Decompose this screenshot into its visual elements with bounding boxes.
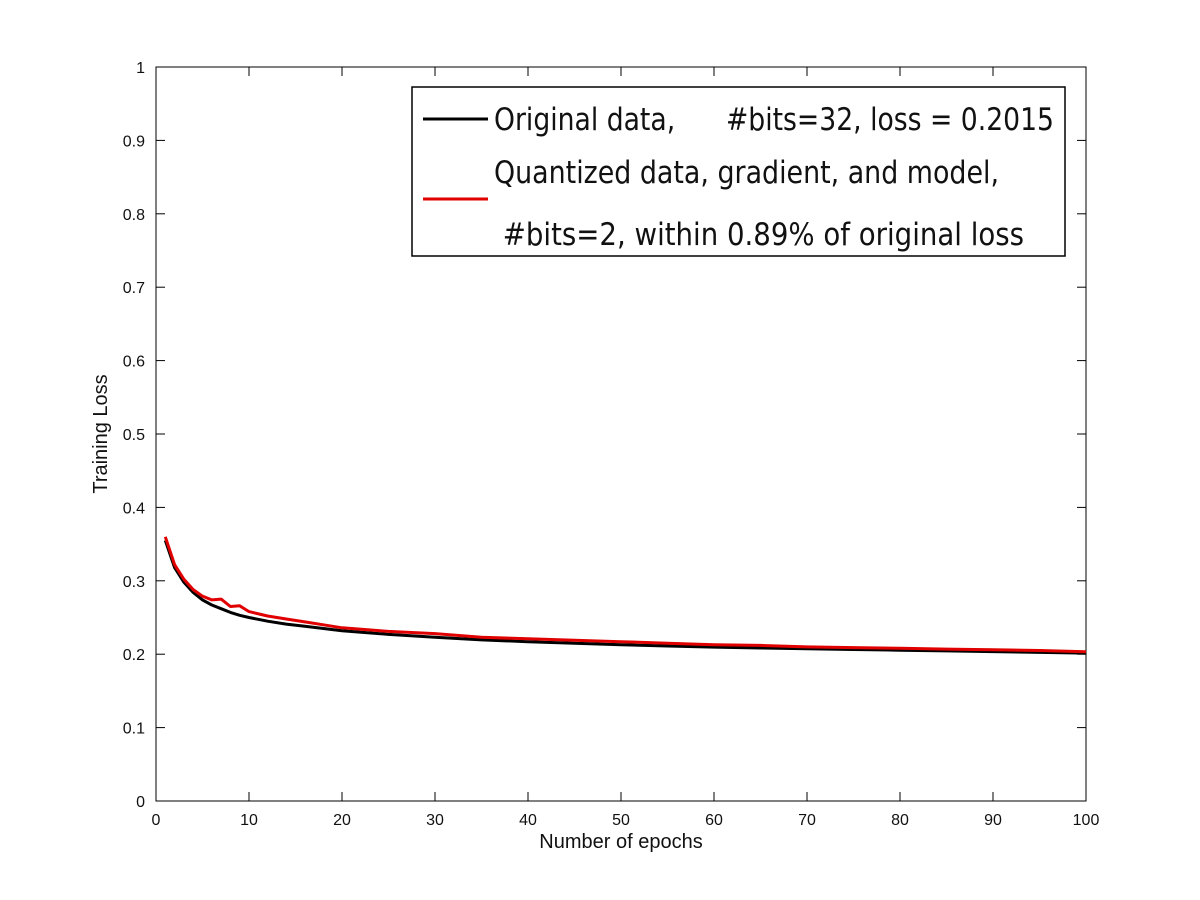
y-tick-label: 0.6 <box>123 354 145 371</box>
legend-label-1: #bits=2, within 0.89% of original loss <box>494 217 1024 253</box>
legend-label-1: Quantized data, gradient, and model, <box>494 155 999 191</box>
x-tick-label: 100 <box>1073 812 1100 829</box>
x-tick-label: 20 <box>333 812 351 829</box>
x-tick-label: 70 <box>798 812 816 829</box>
x-tick-label: 40 <box>519 812 537 829</box>
y-tick-label: 0 <box>136 794 145 811</box>
series-line-0 <box>163 539 1087 655</box>
y-tick-label: 0.9 <box>123 133 145 150</box>
x-tick-label: 80 <box>891 812 909 829</box>
y-tick-label: 0.7 <box>123 280 145 297</box>
legend-label-0: Original data, #bits=32, loss = 0.2015 <box>494 102 1054 138</box>
x-tick-label: 30 <box>426 812 444 829</box>
x-tick-label: 50 <box>612 812 630 829</box>
x-tick-label: 10 <box>240 812 258 829</box>
y-axis-title: Training Loss <box>90 374 112 493</box>
x-tick-label: 90 <box>984 812 1002 829</box>
x-tick-label: 60 <box>705 812 723 829</box>
series-lines <box>163 536 1087 655</box>
y-tick-label: 0.8 <box>123 207 145 224</box>
y-tick-label: 0.4 <box>123 500 145 517</box>
y-tick-label: 1 <box>136 60 145 77</box>
y-tick-label: 0.2 <box>123 647 145 664</box>
legend-box <box>411 86 1066 257</box>
y-tick-label: 0.1 <box>123 721 145 738</box>
series-line-1 <box>163 536 1087 654</box>
y-tick-label: 0.5 <box>123 427 145 444</box>
x-axis-title: Number of epochs <box>539 831 702 853</box>
y-tick-label: 0.3 <box>123 574 145 591</box>
axis-ticks: 0 10 20 30 40 50 60 70 80 90 100 0 0.1 0.2 0.3 0.4 0.5 0.… <box>123 60 1100 829</box>
legend: Original data, #bits=32, loss = 0.2015 Qu… <box>411 86 1066 257</box>
x-tick-label: 0 <box>152 812 161 829</box>
